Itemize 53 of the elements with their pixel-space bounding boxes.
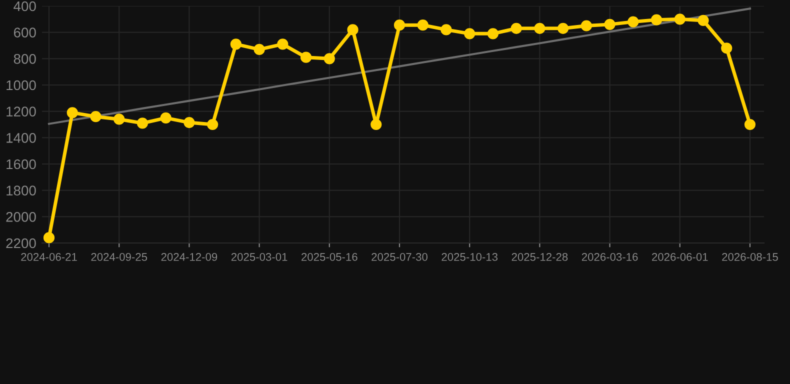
y-tick-label: 1800: [6, 186, 36, 196]
point: [487, 28, 499, 40]
point: [43, 232, 55, 244]
point: [721, 42, 732, 54]
point: [347, 24, 358, 36]
point: [370, 118, 382, 130]
y-tick-label: 1200: [6, 106, 36, 117]
point: [90, 111, 102, 122]
line-series: [48, 8, 752, 125]
point: [440, 24, 452, 36]
point: [114, 114, 125, 125]
y-tick-label: 600: [14, 28, 36, 38]
point: [580, 20, 592, 32]
point: [534, 22, 546, 34]
y-tick-label: 800: [14, 54, 36, 64]
y-tick-label: 1400: [6, 133, 36, 143]
point: [184, 116, 195, 128]
x-tick-label: 2024-09-25: [91, 253, 148, 261]
point: [394, 20, 406, 31]
point: [604, 18, 616, 30]
point: [160, 112, 172, 124]
point: [650, 14, 662, 26]
y-tick-label: 2000: [6, 212, 36, 222]
x-tick-label: 2025-05-16: [302, 253, 358, 261]
x-tick-label: 2024-12-09: [161, 253, 218, 261]
y-tick-label: 1000: [6, 80, 36, 90]
point: [66, 107, 78, 118]
point: [230, 38, 242, 50]
point: [698, 14, 709, 26]
x-tick-label: 2024-06-21: [21, 253, 77, 261]
x-tick-label: 2025-07-30: [372, 253, 428, 261]
x-tick-label: 2025-03-01: [231, 253, 288, 261]
point: [300, 52, 312, 63]
x-tick-label: 2025-10-13: [442, 253, 498, 261]
point: [558, 22, 569, 34]
point: [277, 38, 288, 50]
point: [744, 118, 756, 130]
point: [324, 53, 335, 64]
point: [417, 20, 428, 31]
point: [510, 22, 522, 34]
x-tick-label: 2026-03-16: [582, 253, 638, 261]
point: [254, 44, 265, 56]
point: [628, 16, 639, 28]
point: [674, 14, 686, 25]
y-tick-label: 1600: [6, 159, 36, 170]
point: [464, 28, 476, 40]
x-tick-label: 2026-06-01: [652, 253, 708, 261]
y-tick-label: 2200: [6, 238, 36, 248]
x-tick-label: 2025-12-28: [512, 253, 568, 261]
point: [207, 118, 218, 130]
x-tick-label: 2026-08-15: [722, 253, 778, 261]
point: [136, 118, 148, 129]
y-tick-label: 400: [14, 1, 36, 12]
